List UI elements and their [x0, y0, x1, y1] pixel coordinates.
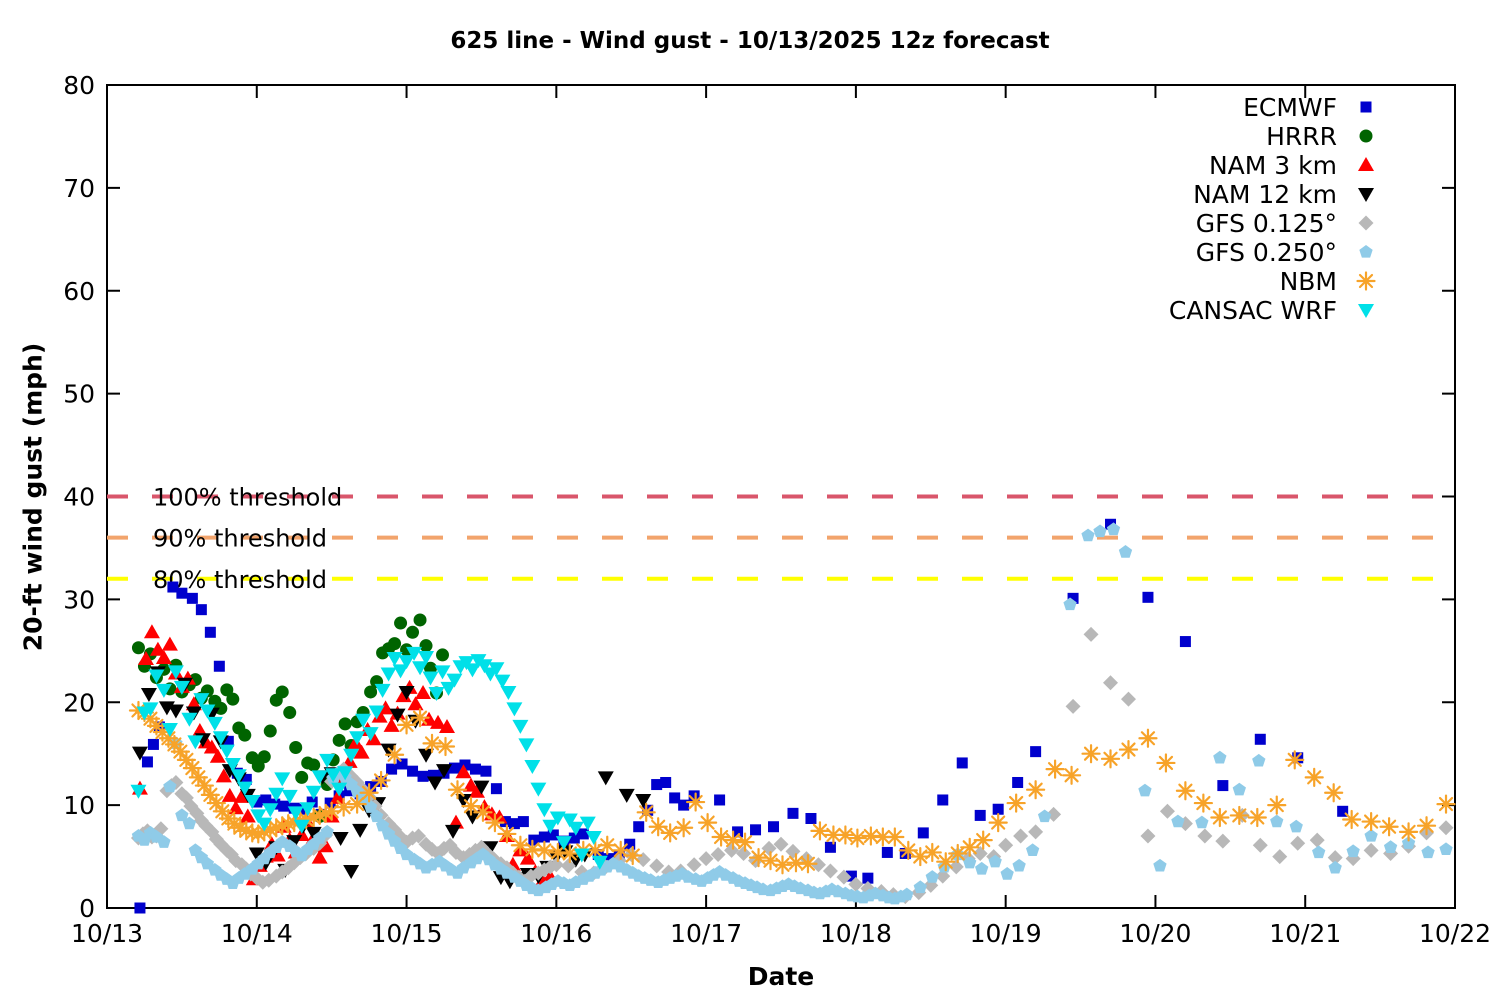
- y-tick-label: 10: [63, 791, 95, 820]
- chart-title: 625 line - Wind gust - 10/13/2025 12z fo…: [450, 28, 1050, 54]
- y-tick-label: 80: [63, 71, 95, 100]
- series-gfs-0-250-: [131, 522, 1453, 905]
- y-axis-ticks: 0 10 20 30 40 50 60 70 80: [63, 71, 1455, 923]
- y-tick-label: 70: [63, 174, 95, 203]
- legend-marker-circle: [1359, 129, 1373, 143]
- y-tick-label: 20: [63, 688, 95, 717]
- x-tick-label: 10/13: [71, 919, 143, 948]
- x-tick-label: 10/14: [221, 919, 293, 948]
- legend-label: HRRR: [1266, 122, 1337, 151]
- legend-marker-pentagon: [1359, 245, 1373, 258]
- x-tick-label: 10/16: [520, 919, 592, 948]
- legend-marker-triangle-down: [1358, 304, 1374, 318]
- y-tick-label: 0: [79, 894, 95, 923]
- x-tick-label: 10/20: [1119, 919, 1191, 948]
- legend-label: CANSAC WRF: [1169, 296, 1337, 325]
- legend-label: GFS 0.125°: [1196, 209, 1337, 238]
- series-cansac-wrf: [130, 646, 608, 870]
- y-tick-label: 30: [63, 585, 95, 614]
- x-axis-label: Date: [747, 962, 815, 991]
- legend-marker-triangle-up: [1358, 157, 1374, 171]
- legend-label: ECMWF: [1243, 93, 1337, 122]
- legend-marker-diamond: [1358, 215, 1374, 231]
- y-tick-label: 60: [63, 277, 95, 306]
- x-axis-ticks: 10/13 10/14 10/15 10/16 10/17 10/18 10/19 10/20…: [71, 85, 1491, 948]
- x-tick-label: 10/15: [371, 919, 443, 948]
- legend-label: GFS 0.250°: [1196, 238, 1337, 267]
- y-tick-label: 40: [63, 483, 95, 512]
- x-tick-label: 10/21: [1269, 919, 1341, 948]
- legend-marker-triangle-down: [1358, 188, 1374, 202]
- x-tick-label: 10/19: [970, 919, 1042, 948]
- threshold-label: 90% threshold: [153, 525, 327, 553]
- legend-marker-square: [1360, 101, 1372, 113]
- legend-label: NAM 12 km: [1193, 180, 1337, 209]
- y-axis-label: 20-ft wind gust (mph): [18, 342, 48, 652]
- y-tick-label: 50: [63, 380, 95, 409]
- legend-label: NAM 3 km: [1209, 151, 1337, 180]
- threshold-label: 100% threshold: [153, 484, 342, 512]
- legend-label: NBM: [1280, 267, 1337, 296]
- series-nbm: [128, 700, 1456, 875]
- x-tick-label: 10/17: [670, 919, 742, 948]
- legend-marker-asterisk: [1356, 271, 1376, 291]
- x-tick-label: 10/22: [1419, 919, 1491, 948]
- x-tick-label: 10/18: [820, 919, 892, 948]
